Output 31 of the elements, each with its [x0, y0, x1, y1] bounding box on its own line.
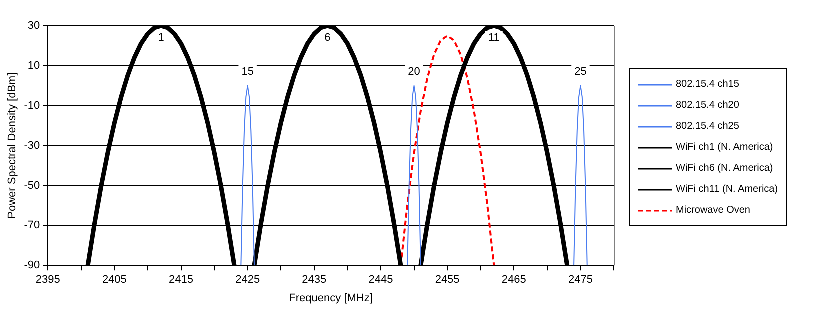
legend-label: WiFi ch1 (N. America)	[676, 142, 774, 153]
legend-label: Microwave Oven	[676, 205, 750, 216]
y-tick-label: 10	[28, 60, 40, 72]
legend-label: WiFi ch6 (N. America)	[676, 163, 774, 174]
y-tick-label: 30	[28, 20, 40, 32]
annotation: 15	[242, 66, 254, 78]
y-tick-label: -90	[24, 260, 40, 272]
annotation: 6	[324, 32, 331, 44]
x-tick-label: 2455	[435, 274, 460, 286]
annotation: 11	[488, 32, 500, 44]
annotation: 20	[408, 66, 420, 78]
legend-label: 802.15.4 ch15	[676, 79, 740, 90]
y-axis-title: Power Spectral Density [dBm]	[6, 72, 19, 219]
legend-label: WiFi ch11 (N. America)	[676, 184, 778, 195]
x-tick-label: 2445	[368, 274, 394, 286]
x-tick-label: 2415	[169, 274, 194, 286]
x-tick-label: 2475	[568, 274, 593, 286]
legend-label: 802.15.4 ch25	[676, 121, 740, 132]
x-tick-label: 2425	[236, 274, 260, 286]
x-tick-label: 2395	[36, 274, 60, 286]
x-axis-title: Frequency [MHz]	[289, 292, 373, 304]
y-tick-label: -30	[24, 140, 40, 152]
annotation: 25	[574, 66, 587, 78]
y-tick-label: -70	[24, 220, 40, 232]
y-tick-label: -10	[24, 100, 40, 112]
legend-label: 802.15.4 ch20	[676, 100, 740, 111]
x-tick-label: 2405	[102, 274, 127, 286]
y-tick-label: -50	[24, 180, 40, 192]
x-tick-label: 2435	[302, 274, 327, 286]
annotation: 1	[158, 32, 164, 44]
x-tick-label: 2465	[502, 274, 526, 286]
